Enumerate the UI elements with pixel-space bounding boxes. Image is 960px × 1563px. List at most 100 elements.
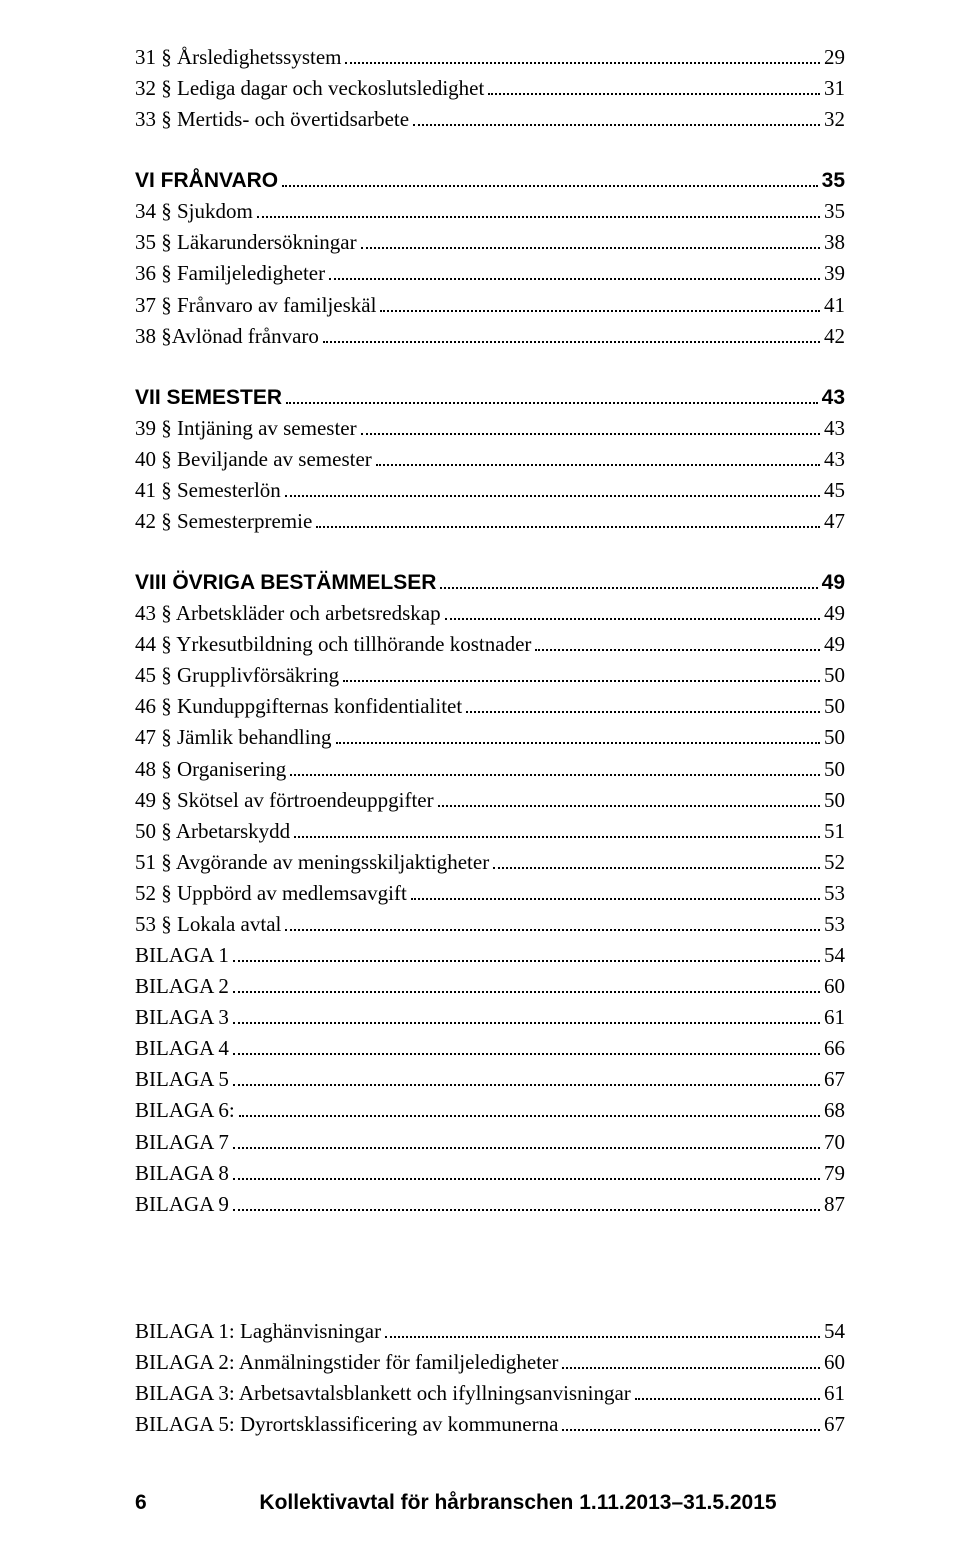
toc-dot-leader: [438, 788, 820, 807]
toc-entry: 35 § Läkarundersökningar 38: [135, 227, 845, 258]
toc-entry: 52 § Uppbörd av medlemsavgift 53: [135, 878, 845, 909]
toc-entry-page: 35: [822, 165, 845, 196]
toc-entry: 43 § Arbetskläder och arbetsredskap 49: [135, 598, 845, 629]
toc-dot-leader: [323, 324, 820, 343]
toc-entry-label: 33 § Mertids- och övertidsarbete: [135, 104, 409, 135]
toc-entry-label: 44 § Yrkesutbildning och tillhörande kos…: [135, 629, 531, 660]
toc-entry-page: 61: [824, 1002, 845, 1033]
toc-entry-label: BILAGA 1: Laghänvisningar: [135, 1316, 381, 1347]
toc-entry-page: 61: [824, 1378, 845, 1409]
toc-dot-leader: [385, 1319, 820, 1338]
toc-entry-page: 79: [824, 1158, 845, 1189]
toc-entry-page: 50: [824, 722, 845, 753]
toc-entry: BILAGA 2 60: [135, 971, 845, 1002]
toc-entry-page: 49: [824, 598, 845, 629]
toc-dot-leader: [361, 416, 820, 435]
toc-dot-leader: [239, 1099, 820, 1118]
toc-dot-leader: [488, 76, 820, 95]
toc-entry-label: VI FRÅNVARO: [135, 165, 278, 196]
toc-entry: 34 § Sjukdom 35: [135, 196, 845, 227]
toc-entry: 47 § Jämlik behandling 50: [135, 722, 845, 753]
page-number: 6: [135, 1491, 191, 1515]
toc-entry-page: 67: [824, 1064, 845, 1095]
toc-entry-page: 31: [824, 73, 845, 104]
toc-entry: 48 § Organisering 50: [135, 754, 845, 785]
table-of-contents: 31 § Årsledighetssystem 2932 § Lediga da…: [135, 42, 845, 1440]
toc-entry-label: 34 § Sjukdom: [135, 196, 253, 227]
toc-entry-label: 31 § Årsledighetssystem: [135, 42, 341, 73]
toc-entry: BILAGA 8 79: [135, 1158, 845, 1189]
toc-entry-label: 35 § Läkarundersökningar: [135, 227, 357, 258]
toc-dot-leader: [635, 1381, 820, 1400]
toc-entry: 33 § Mertids- och övertidsarbete 32: [135, 104, 845, 135]
toc-entry-label: 42 § Semesterpremie: [135, 506, 312, 537]
toc-entry: 38 §Avlönad frånvaro 42: [135, 321, 845, 352]
toc-entry-page: 43: [822, 382, 845, 413]
toc-entry-label: BILAGA 2: [135, 971, 229, 1002]
toc-entry-label: 50 § Arbetarskydd: [135, 816, 290, 847]
toc-entry-page: 50: [824, 785, 845, 816]
toc-entry-label: 38 §Avlönad frånvaro: [135, 321, 319, 352]
toc-entry-page: 50: [824, 660, 845, 691]
toc-entry-label: BILAGA 7: [135, 1127, 229, 1158]
toc-dot-leader: [562, 1350, 820, 1369]
toc-entry: 44 § Yrkesutbildning och tillhörande kos…: [135, 629, 845, 660]
toc-dot-leader: [233, 1036, 820, 1055]
toc-dot-leader: [286, 385, 818, 404]
toc-entry-label: BILAGA 2: Anmälningstider för familjeled…: [135, 1347, 558, 1378]
toc-entry-label: 39 § Intjäning av semester: [135, 413, 357, 444]
toc-entry: 32 § Lediga dagar och veckoslutsledighet…: [135, 73, 845, 104]
toc-entry: BILAGA 5: Dyrortsklassificering av kommu…: [135, 1409, 845, 1440]
toc-dot-leader: [233, 974, 820, 993]
toc-entry: 42 § Semesterpremie 47: [135, 506, 845, 537]
toc-entry-label: BILAGA 6:: [135, 1095, 235, 1126]
toc-entry-label: 36 § Familjeledigheter: [135, 258, 325, 289]
toc-entry: 45 § Grupplivförsäkring 50: [135, 660, 845, 691]
toc-entry-label: VII SEMESTER: [135, 382, 282, 413]
toc-entry: 46 § Kunduppgifternas konfidentialitet 5…: [135, 691, 845, 722]
toc-dot-leader: [233, 1005, 820, 1024]
toc-entry-label: VIII ÖVRIGA BESTÄMMELSER: [135, 567, 436, 598]
toc-entry-label: 43 § Arbetskläder och arbetsredskap: [135, 598, 441, 629]
toc-entry: 51 § Avgörande av meningsskiljaktigheter…: [135, 847, 845, 878]
toc-dot-leader: [233, 943, 820, 962]
toc-dot-leader: [380, 293, 820, 312]
toc-dot-leader: [376, 447, 820, 466]
toc-entry: BILAGA 7 70: [135, 1127, 845, 1158]
toc-entry-page: 49: [824, 629, 845, 660]
toc-entry: 40 § Beviljande av semester 43: [135, 444, 845, 475]
toc-dot-leader: [445, 601, 820, 620]
toc-dot-leader: [233, 1192, 820, 1211]
toc-dot-leader: [466, 695, 820, 714]
toc-entry: 53 § Lokala avtal 53: [135, 909, 845, 940]
toc-dot-leader: [361, 231, 820, 250]
toc-entry-page: 67: [824, 1409, 845, 1440]
toc-dot-leader: [233, 1130, 820, 1149]
toc-dot-leader: [336, 726, 820, 745]
toc-entry-page: 39: [824, 258, 845, 289]
toc-entry-label: BILAGA 3: Arbetsavtalsblankett och ifyll…: [135, 1378, 631, 1409]
toc-entry-page: 29: [824, 42, 845, 73]
toc-entry-page: 60: [824, 1347, 845, 1378]
toc-entry-label: BILAGA 1: [135, 940, 229, 971]
toc-dot-leader: [294, 819, 820, 838]
toc-entry-label: 49 § Skötsel av förtroendeuppgifter: [135, 785, 434, 816]
toc-entry-label: 46 § Kunduppgifternas konfidentialitet: [135, 691, 462, 722]
toc-dot-leader: [493, 850, 820, 869]
toc-entry-page: 70: [824, 1127, 845, 1158]
toc-entry-page: 54: [824, 1316, 845, 1347]
toc-spacer: [135, 352, 845, 382]
toc-entry-page: 43: [824, 444, 845, 475]
toc-dot-leader: [316, 509, 820, 528]
toc-dot-leader: [345, 45, 820, 64]
toc-entry-page: 87: [824, 1189, 845, 1220]
toc-dot-leader: [535, 632, 820, 651]
toc-dot-leader: [440, 570, 817, 589]
toc-entry-page: 50: [824, 691, 845, 722]
toc-entry-page: 45: [824, 475, 845, 506]
toc-entry-page: 49: [822, 567, 845, 598]
toc-entry: 50 § Arbetarskydd 51: [135, 816, 845, 847]
toc-dot-leader: [233, 1067, 820, 1086]
toc-entry: 36 § Familjeledigheter 39: [135, 258, 845, 289]
toc-entry-page: 53: [824, 909, 845, 940]
